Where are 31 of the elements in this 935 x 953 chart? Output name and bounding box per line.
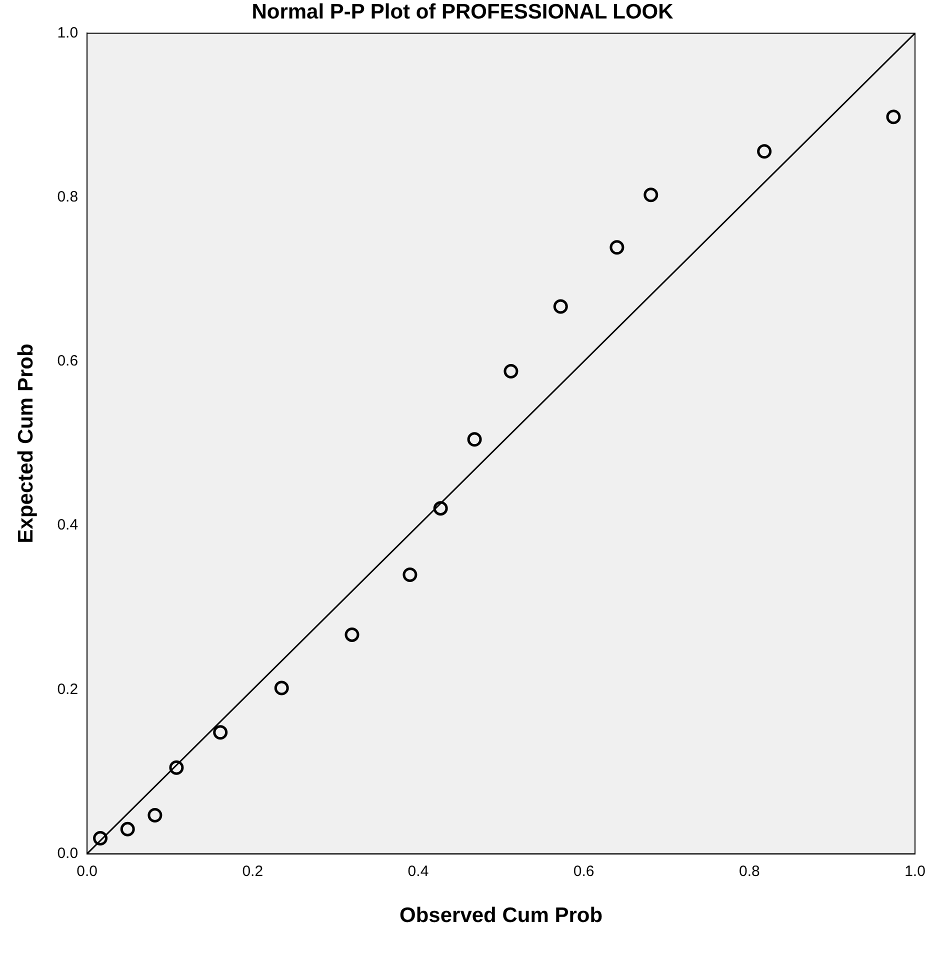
point (274, 680, 289, 696)
x-tick-label: 0.2 (242, 862, 264, 880)
point (344, 627, 360, 642)
point (610, 240, 624, 255)
x-tick-label: 0.8 (738, 862, 760, 880)
point (93, 830, 108, 846)
y-tick-label: 1.0 (57, 24, 78, 42)
x-tick-label: 1.0 (904, 862, 926, 880)
point (402, 568, 418, 582)
point (120, 822, 135, 836)
x-tick-label: 0.0 (76, 862, 98, 880)
point (644, 188, 658, 202)
point (169, 760, 184, 775)
y-tick-label: 0.6 (57, 352, 78, 370)
point (757, 144, 772, 159)
x-tick-label: 0.4 (408, 862, 429, 880)
y-tick-label: 0.4 (57, 516, 78, 534)
point (504, 364, 518, 379)
point (433, 501, 448, 516)
chart-title: Normal P-P Plot of PROFESSIONAL LOOK (252, 0, 674, 24)
point (553, 299, 568, 314)
point (213, 725, 228, 740)
x-axis-title: Observed Cum Prob (399, 904, 603, 928)
point (148, 808, 162, 822)
point (886, 110, 901, 124)
x-tick-label: 0.6 (573, 862, 594, 880)
y-tick-label: 0.8 (57, 188, 78, 206)
y-axis-title: Expected Cum Prob (14, 344, 38, 544)
y-tick-label: 0.2 (57, 680, 78, 698)
y-tick-label: 0.0 (57, 844, 78, 862)
point (467, 432, 482, 447)
